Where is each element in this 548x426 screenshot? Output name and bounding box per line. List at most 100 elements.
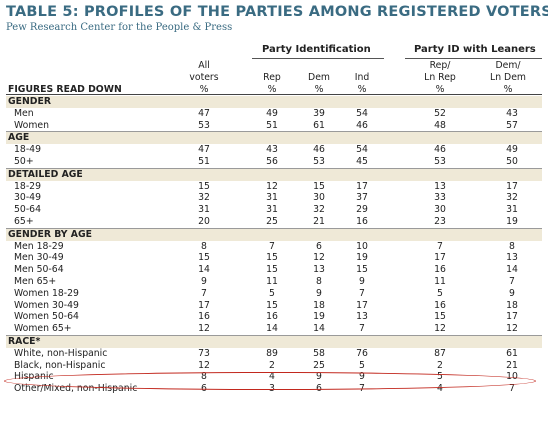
- cell-rep-ln-rep: 16: [434, 299, 446, 311]
- col-header-ind: Ind%: [354, 72, 370, 95]
- table-row: 18-49 47 43 46 54 46 49: [6, 144, 542, 156]
- section-title: AGE: [8, 132, 30, 144]
- cell-rep: 31: [266, 204, 278, 216]
- cell-rep: 11: [266, 276, 278, 287]
- cell-ind: 29: [356, 204, 368, 216]
- row-label: Women 65+: [14, 323, 72, 335]
- section-title: GENDER BY AGE: [8, 228, 92, 240]
- cell-all-voters: 73: [198, 347, 210, 359]
- cell-rep-ln-rep: 30: [434, 204, 446, 216]
- table-row: Men 65+ 9 11 8 9 11 7: [6, 276, 542, 288]
- col-header-rep-ln-rep: Rep/Ln Rep%: [424, 60, 456, 95]
- cell-dem: 12: [313, 252, 325, 264]
- cell-rep-ln-rep: 12: [434, 323, 446, 335]
- cell-dem-ln-dem: 9: [509, 287, 515, 299]
- cell-rep-ln-rep: 33: [434, 192, 446, 204]
- cell-rep-ln-rep: 17: [434, 252, 446, 264]
- cell-rep-ln-rep: 52: [434, 107, 446, 119]
- cell-dem: 15: [313, 180, 325, 192]
- cell-dem: 39: [313, 107, 325, 119]
- table-row: 50-64 31 31 32 29 30 31: [6, 204, 542, 216]
- cell-all-voters: 12: [198, 359, 210, 371]
- cell-rep-ln-rep: 53: [434, 156, 446, 167]
- row-label: Women 18-29: [14, 287, 79, 299]
- cell-all-voters: 47: [198, 107, 210, 119]
- cell-rep-ln-rep: 11: [434, 276, 446, 287]
- row-label: 65+: [14, 216, 34, 227]
- row-label: Men: [14, 107, 34, 119]
- table-row: Women 65+ 12 14 14 7 12 12: [6, 323, 542, 335]
- cell-dem-ln-dem: 17: [506, 180, 518, 192]
- cell-all-voters: 8: [201, 371, 207, 383]
- cell-dem-ln-dem: 50: [506, 156, 518, 167]
- cell-all-voters: 15: [198, 180, 210, 192]
- cell-all-voters: 6: [201, 383, 207, 395]
- cell-rep: 49: [266, 107, 278, 119]
- cell-rep-ln-rep: 13: [434, 180, 446, 192]
- party-id-leaners-underline: [405, 58, 542, 59]
- cell-dem: 32: [313, 204, 325, 216]
- table-row: Men 47 49 39 54 52 43: [6, 108, 542, 120]
- cell-ind: 13: [356, 311, 368, 323]
- cell-rep-ln-rep: 4: [437, 383, 443, 395]
- cell-dem: 21: [313, 216, 325, 227]
- cell-rep: 12: [266, 180, 278, 192]
- row-label: Women 50-64: [14, 311, 79, 323]
- cell-rep: 3: [269, 383, 275, 395]
- cell-rep: 2: [269, 359, 275, 371]
- cell-dem: 14: [313, 323, 325, 335]
- cell-rep-ln-rep: 46: [434, 144, 446, 156]
- cell-rep-ln-rep: 87: [434, 347, 446, 359]
- cell-rep: 5: [269, 287, 275, 299]
- section-header-gender: GENDER: [6, 96, 542, 108]
- cell-all-voters: 9: [201, 276, 207, 287]
- cell-rep-ln-rep: 48: [434, 119, 446, 131]
- cell-rep: 89: [266, 347, 278, 359]
- section-separator: [6, 227, 542, 229]
- cell-rep-ln-rep: 5: [437, 287, 443, 299]
- cell-dem: 53: [313, 156, 325, 167]
- cell-ind: 54: [356, 144, 368, 156]
- col-header-dem-ln-dem: Dem/Ln Dem%: [490, 60, 526, 95]
- cell-dem: 25: [313, 359, 325, 371]
- cell-rep-ln-rep: 23: [434, 216, 446, 227]
- row-label: 30-49: [14, 192, 42, 204]
- cell-rep-ln-rep: 16: [434, 264, 446, 276]
- cell-ind: 9: [359, 371, 365, 383]
- cell-dem-ln-dem: 19: [506, 216, 518, 227]
- cell-rep: 51: [266, 119, 278, 131]
- cell-dem-ln-dem: 13: [506, 252, 518, 264]
- party-id-leaners-heading: Party ID with Leaners: [414, 44, 536, 55]
- section-title: RACE*: [8, 336, 41, 347]
- cell-ind: 17: [356, 299, 368, 311]
- table-row: 18-29 15 12 15 17 13 17: [6, 181, 542, 193]
- cell-dem: 6: [316, 240, 322, 252]
- table-row: Men 50-64 14 15 13 15 16 14: [6, 264, 542, 276]
- cell-dem: 61: [313, 119, 325, 131]
- table-row: Women 18-29 7 5 9 7 5 9: [6, 288, 542, 300]
- section-header-age: AGE: [6, 132, 542, 145]
- section-header-detailed-age: DETAILED AGE: [6, 168, 542, 181]
- cell-rep: 15: [266, 264, 278, 276]
- cell-dem: 9: [316, 287, 322, 299]
- table-row: Black, non-Hispanic 12 2 25 5 2 21: [6, 360, 542, 372]
- row-label: 18-29: [14, 180, 42, 192]
- cell-dem-ln-dem: 8: [509, 240, 515, 252]
- cell-all-voters: 7: [201, 287, 207, 299]
- cell-dem: 30: [313, 192, 325, 204]
- cell-all-voters: 15: [198, 252, 210, 264]
- cell-all-voters: 17: [198, 299, 210, 311]
- cell-ind: 54: [356, 107, 368, 119]
- table-row: White, non-Hispanic 73 89 58 76 87 61: [6, 348, 542, 360]
- header-rule: [6, 94, 542, 95]
- cell-ind: 9: [359, 276, 365, 287]
- cell-all-voters: 32: [198, 192, 210, 204]
- section-title: DETAILED AGE: [8, 168, 83, 180]
- section-header-race: RACE*: [6, 336, 542, 348]
- cell-all-voters: 47: [198, 144, 210, 156]
- cell-ind: 15: [356, 264, 368, 276]
- cell-dem-ln-dem: 10: [506, 371, 518, 383]
- row-label: 50+: [14, 156, 34, 167]
- cell-dem: 58: [313, 347, 325, 359]
- row-label: Men 18-29: [14, 240, 64, 252]
